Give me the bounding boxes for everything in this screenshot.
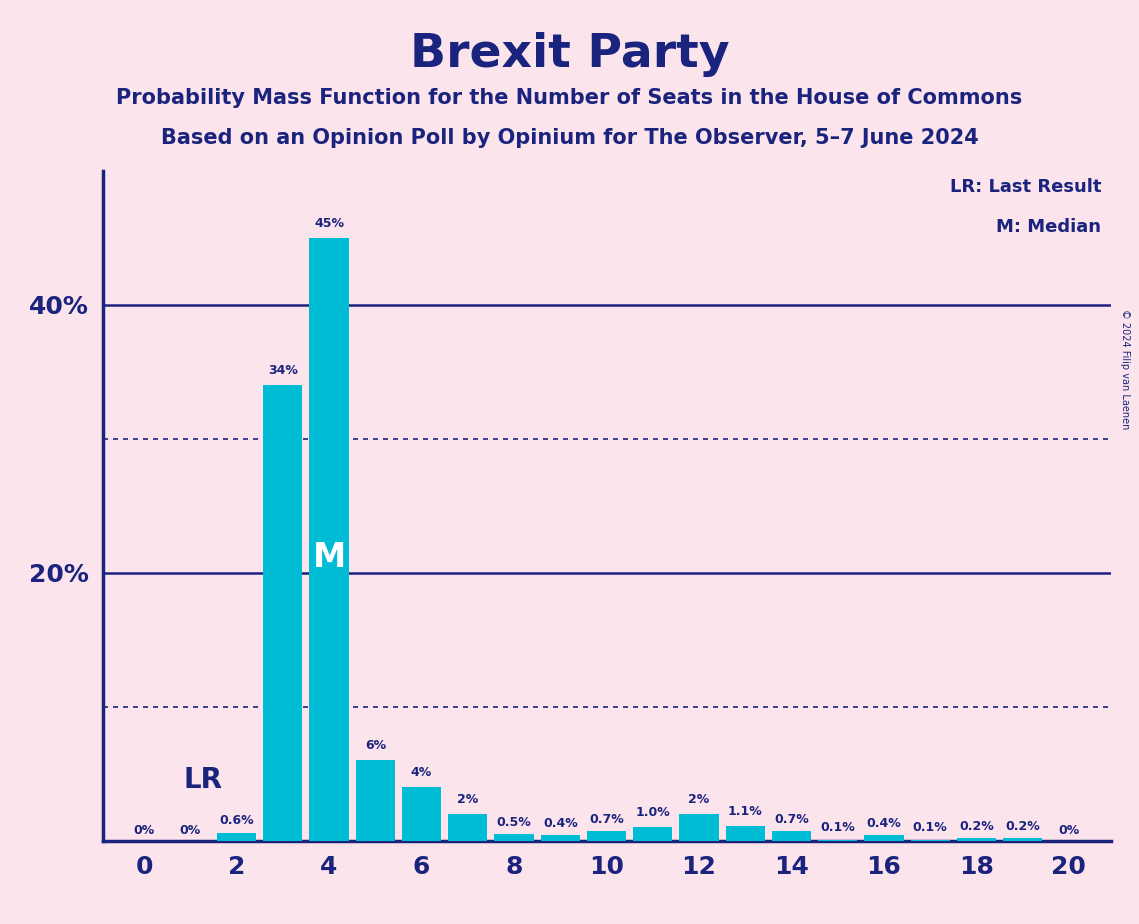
- Text: 0.6%: 0.6%: [220, 814, 254, 828]
- Text: LR: Last Result: LR: Last Result: [950, 177, 1101, 196]
- Text: LR: LR: [183, 766, 222, 794]
- Text: Brexit Party: Brexit Party: [410, 32, 729, 78]
- Bar: [310, 238, 349, 841]
- Bar: [216, 833, 256, 841]
- Bar: [541, 835, 580, 841]
- Bar: [587, 832, 626, 841]
- Text: 4%: 4%: [411, 766, 432, 779]
- Bar: [494, 834, 534, 841]
- Text: 0.2%: 0.2%: [1006, 820, 1040, 833]
- Text: 0.7%: 0.7%: [775, 813, 809, 826]
- Bar: [957, 838, 997, 841]
- Text: 0.4%: 0.4%: [867, 817, 901, 830]
- Text: 1.0%: 1.0%: [636, 807, 670, 820]
- Bar: [726, 826, 765, 841]
- Bar: [818, 840, 858, 841]
- Text: 1.1%: 1.1%: [728, 805, 763, 818]
- Text: Based on an Opinion Poll by Opinium for The Observer, 5–7 June 2024: Based on an Opinion Poll by Opinium for …: [161, 128, 978, 148]
- Text: 0.1%: 0.1%: [912, 821, 948, 834]
- Text: 45%: 45%: [314, 217, 344, 230]
- Text: 0%: 0%: [1058, 824, 1080, 837]
- Bar: [679, 814, 719, 841]
- Text: 34%: 34%: [268, 364, 297, 377]
- Text: M: Median: M: Median: [997, 218, 1101, 236]
- Text: M: M: [312, 541, 346, 574]
- Text: 2%: 2%: [688, 793, 710, 806]
- Text: 0.2%: 0.2%: [959, 820, 994, 833]
- Text: 0.4%: 0.4%: [543, 817, 577, 830]
- Text: 0%: 0%: [180, 824, 200, 837]
- Text: 0.1%: 0.1%: [820, 821, 855, 834]
- Text: © 2024 Filip van Laenen: © 2024 Filip van Laenen: [1121, 310, 1130, 430]
- Bar: [355, 760, 395, 841]
- Bar: [402, 787, 441, 841]
- Text: 0%: 0%: [133, 824, 155, 837]
- Bar: [865, 835, 903, 841]
- Text: 6%: 6%: [364, 739, 386, 752]
- Bar: [1003, 838, 1042, 841]
- Bar: [448, 814, 487, 841]
- Bar: [263, 385, 303, 841]
- Text: 0.5%: 0.5%: [497, 816, 532, 829]
- Bar: [633, 828, 672, 841]
- Text: Probability Mass Function for the Number of Seats in the House of Commons: Probability Mass Function for the Number…: [116, 88, 1023, 108]
- Bar: [910, 840, 950, 841]
- Text: 0.7%: 0.7%: [589, 813, 624, 826]
- Bar: [772, 832, 811, 841]
- Text: 2%: 2%: [457, 793, 478, 806]
